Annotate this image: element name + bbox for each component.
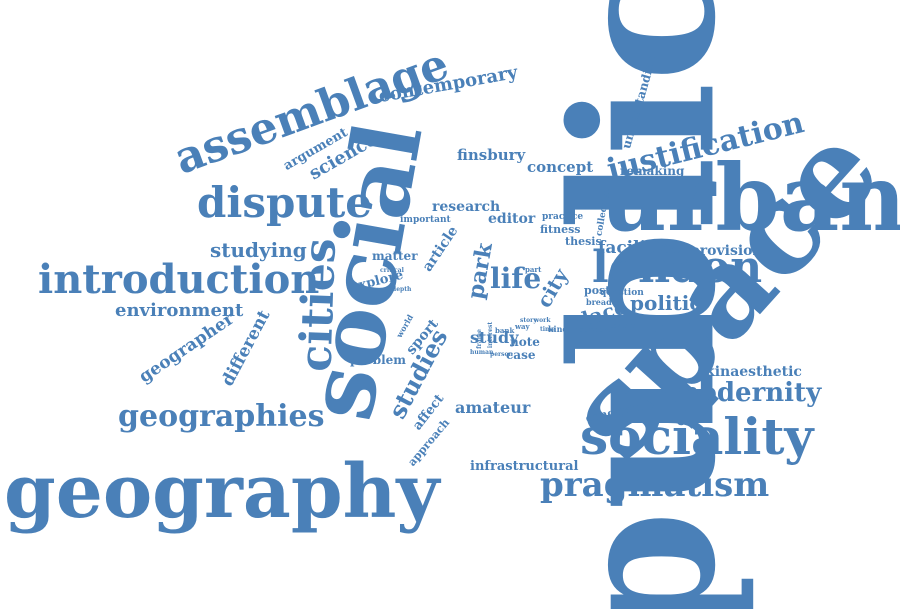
word-geographies: geographies [118,399,325,434]
word-person: person [490,351,513,358]
word-facilities: facilities [598,238,681,258]
word-geography: geography [4,449,440,535]
word-fitness: fitness [540,223,581,236]
word-part: part [525,265,542,274]
word-case: case [506,348,536,362]
word-life: life [490,262,542,295]
word-matter: matter [372,249,418,263]
word-bank: bank [495,326,515,335]
word-texture: texture [609,321,638,330]
word-politic: politic [630,291,702,315]
word-work: work [534,317,551,324]
word-practice: practice [542,212,584,222]
word-editor: editor [488,211,536,227]
word-post: post [584,284,611,297]
word-pragmatism: pragmatism [540,465,770,505]
word-provision: provision [690,243,763,259]
word-story: story [520,317,537,324]
word-interest: interest [487,321,495,349]
word-critical: critical [380,267,404,274]
word-research: research [432,199,501,215]
word-depth: depth [392,286,412,293]
word-infrastructural: infrastructural [470,459,579,474]
word-london: london [592,242,763,293]
word-note: note [510,335,540,349]
word-finsbury: finsbury [457,146,526,164]
word-human: human [470,349,494,356]
word-studying: studying [210,238,307,262]
word-article: article [419,223,462,275]
word-remaking: remaking [620,164,685,178]
word-question: question [600,288,644,298]
word-support: support [580,325,611,334]
word-environment: environment [115,300,244,321]
word-modernity: modernity [672,378,822,408]
word-amateur: amateur [455,398,531,417]
word-sociality: sociality [580,407,814,466]
word-study: study [470,328,519,347]
word-dispute: dispute [197,178,372,227]
word-frame: frame [475,329,483,349]
word-introduction: introduction [38,256,320,303]
word-important: important [400,215,451,225]
word-concept: concept [527,158,594,176]
word-way: way [515,322,530,331]
word-kind: kind [548,324,568,334]
word-thesis: thesis [565,235,602,248]
word-breadth: breadth [586,297,622,307]
word-urban: urban [600,144,900,252]
word-kinaesthetic: kinaesthetic [705,364,802,380]
word-problem: problem [350,353,406,367]
word-time: time [540,326,556,333]
